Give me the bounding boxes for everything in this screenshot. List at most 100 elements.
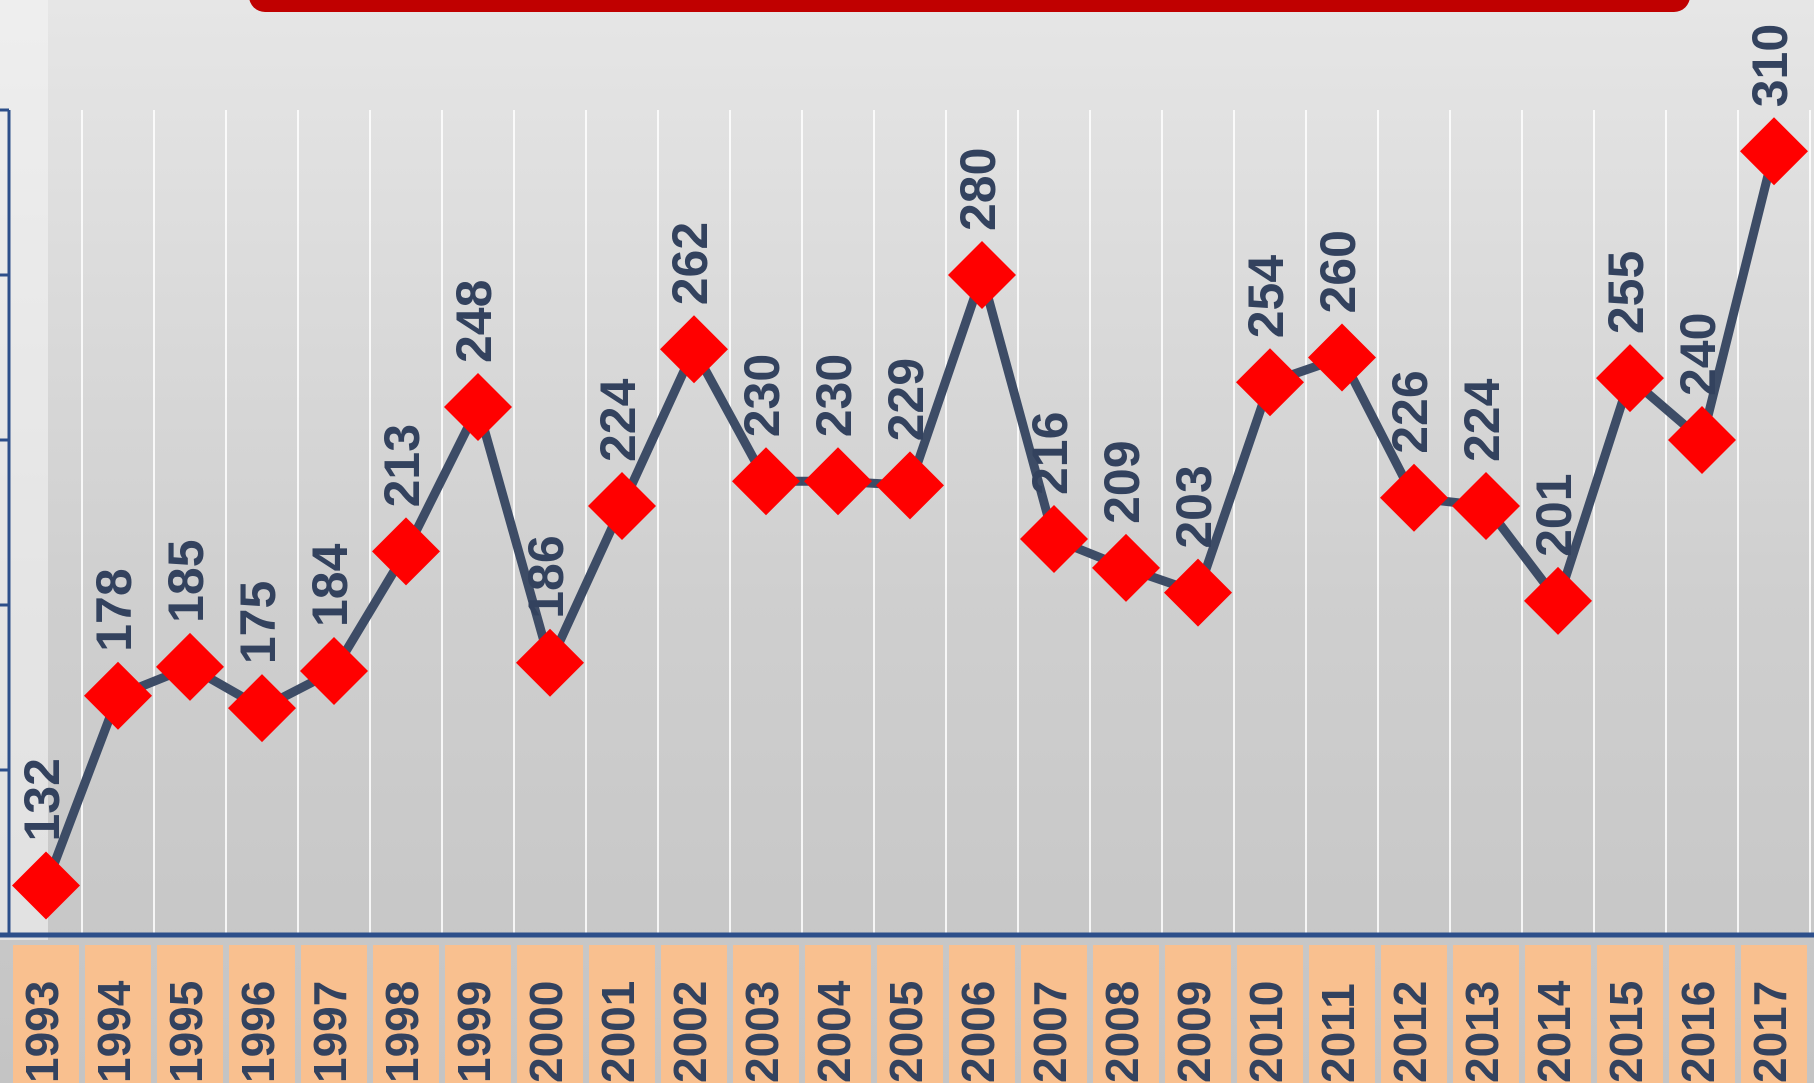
x-label-box — [1597, 945, 1663, 1083]
x-label-box — [1093, 945, 1159, 1083]
marker — [876, 451, 944, 520]
marker — [156, 632, 224, 701]
marker — [1524, 566, 1592, 635]
x-tick-label: 2016 — [1672, 981, 1724, 1083]
x-label-box — [1453, 945, 1519, 1083]
marker — [300, 637, 368, 705]
marker — [732, 447, 800, 516]
x-label-box — [13, 945, 79, 1083]
x-label-box — [805, 945, 871, 1083]
data-label: 262 — [662, 222, 718, 305]
x-label-box — [1165, 945, 1231, 1083]
marker — [948, 241, 1016, 309]
x-label-box — [733, 945, 799, 1083]
x-tick-label: 1995 — [160, 981, 212, 1083]
data-label: 248 — [446, 280, 502, 363]
marker — [1164, 558, 1232, 627]
x-label-box — [157, 945, 223, 1083]
marker — [372, 517, 440, 586]
title-bar — [249, 0, 1690, 12]
marker — [12, 851, 80, 920]
x-tick-label: 2004 — [808, 980, 860, 1083]
x-label-box — [589, 945, 655, 1083]
marker — [1452, 472, 1520, 540]
x-label-box — [661, 945, 727, 1083]
x-tick-label: 2015 — [1600, 981, 1652, 1083]
data-label: 229 — [878, 358, 934, 441]
x-label-box — [1669, 945, 1735, 1083]
x-label-box — [1525, 945, 1591, 1083]
data-label: 184 — [302, 543, 358, 627]
x-tick-label: 1994 — [88, 980, 140, 1083]
data-label: 132 — [14, 758, 70, 841]
plot: 132 178 185 175 184 213 248 186 224 262 230 230 229 2… — [12, 24, 1808, 1083]
marker — [1308, 323, 1376, 392]
x-tick-label: 2014 — [1528, 980, 1580, 1083]
marker — [660, 315, 728, 384]
data-label: 213 — [374, 424, 430, 507]
x-label-box — [1381, 945, 1447, 1083]
data-label: 203 — [1166, 465, 1222, 548]
marker — [1596, 344, 1664, 413]
x-label-box — [1237, 945, 1303, 1083]
marker — [444, 373, 512, 441]
x-label-box — [877, 945, 943, 1083]
x-tick-label: 2012 — [1384, 981, 1436, 1083]
data-label: 230 — [734, 354, 790, 437]
x-label-box — [1309, 945, 1375, 1083]
x-tick-label: 2009 — [1168, 981, 1220, 1083]
x-tick-label: 1993 — [16, 981, 68, 1083]
data-label: 310 — [1742, 24, 1798, 107]
x-tick-label: 2002 — [664, 981, 716, 1083]
x-tick-label: 2005 — [880, 981, 932, 1083]
x-tick-label: 1999 — [448, 981, 500, 1083]
marker — [516, 628, 584, 697]
x-tick-label: 2000 — [520, 981, 572, 1083]
x-tick-label: 2008 — [1096, 981, 1148, 1083]
data-label: 240 — [1670, 313, 1726, 396]
data-label: 230 — [806, 354, 862, 437]
marker — [1236, 348, 1304, 417]
marker — [588, 472, 656, 540]
x-tick-label: 2001 — [592, 981, 644, 1083]
x-label-box — [517, 945, 583, 1083]
x-tick-label: 1997 — [304, 981, 356, 1083]
data-label: 216 — [1022, 412, 1078, 495]
x-label-box — [445, 945, 511, 1083]
x-label-box — [85, 945, 151, 1083]
data-label: 224 — [1454, 378, 1510, 462]
marker — [1740, 117, 1808, 186]
x-tick-label: 2006 — [952, 981, 1004, 1083]
x-tick-label: 1996 — [232, 981, 284, 1083]
marker — [1380, 463, 1448, 532]
data-label: 255 — [1598, 251, 1654, 334]
marker — [1668, 406, 1736, 474]
data-label: 209 — [1094, 440, 1150, 523]
data-label: 224 — [590, 378, 646, 462]
data-label: 260 — [1310, 230, 1366, 313]
marker — [228, 674, 296, 743]
x-tick-label: 2013 — [1456, 981, 1508, 1083]
data-label: 186 — [518, 535, 574, 618]
x-label-box — [373, 945, 439, 1083]
marker — [1020, 505, 1088, 573]
x-label-box — [301, 945, 367, 1083]
x-tick-label: 1998 — [376, 981, 428, 1083]
marker — [1092, 533, 1160, 602]
x-label-box — [1021, 945, 1087, 1083]
data-label: 280 — [950, 148, 1006, 231]
data-label: 178 — [86, 568, 142, 651]
marker — [84, 661, 152, 730]
x-tick-label: 2010 — [1240, 981, 1292, 1083]
data-label: 226 — [1382, 370, 1438, 453]
x-tick-label: 2007 — [1024, 981, 1076, 1083]
x-tick-label: 2017 — [1744, 981, 1796, 1083]
marker — [804, 447, 872, 516]
x-tick-label: 2003 — [736, 981, 788, 1083]
data-label: 201 — [1526, 473, 1582, 556]
x-label-box — [1741, 945, 1807, 1083]
x-label-box — [949, 945, 1015, 1083]
data-label: 185 — [158, 539, 214, 622]
x-label-box — [229, 945, 295, 1083]
